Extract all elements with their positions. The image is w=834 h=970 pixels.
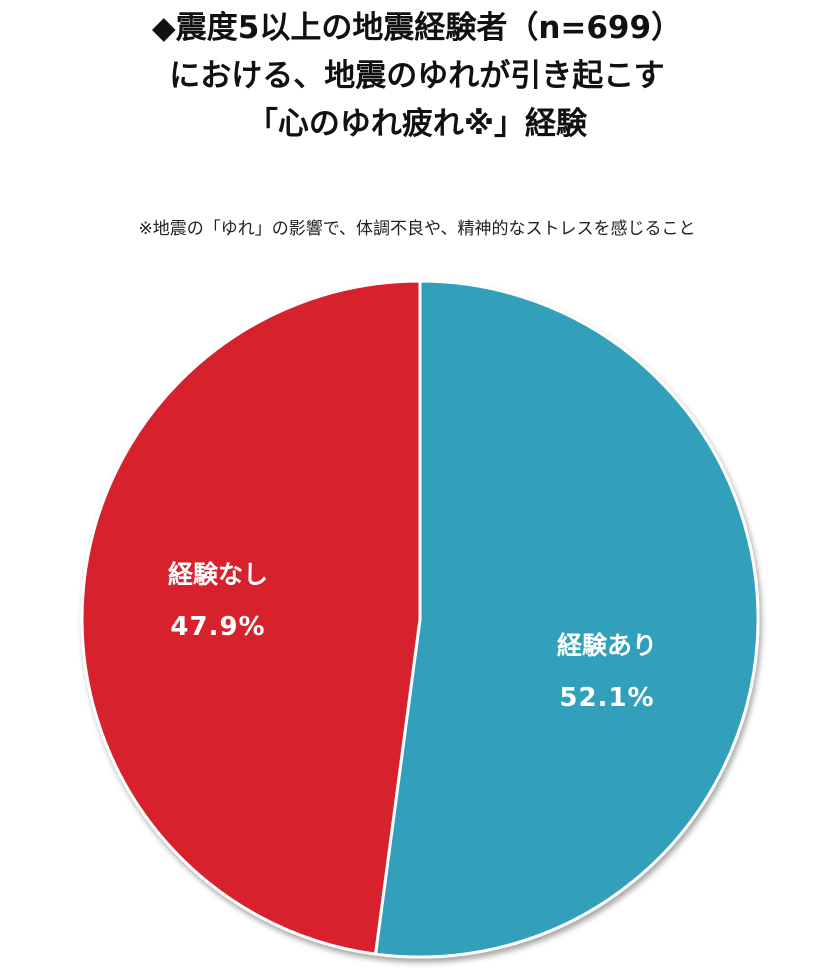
- pie-slice-experienced: [374, 279, 760, 959]
- title-line-1: ◆震度5以上の地震経験者（n=699）: [151, 10, 683, 46]
- title-line-3: 「心のゆれ疲れ※」経験: [246, 106, 588, 142]
- pie-slice-not-experienced: [80, 279, 422, 956]
- footnote: ※地震の「ゆれ」の影響で、体調不良や、精神的なストレスを感じること: [138, 219, 696, 239]
- label-experienced-pct: 52.1%: [559, 683, 655, 713]
- title-line-2: における、地震のゆれが引き起こす: [169, 58, 665, 94]
- label-experienced: 経験あり 52.1%: [507, 631, 707, 713]
- label-not-experienced-pct: 47.9%: [170, 612, 266, 642]
- chart-title: ◆震度5以上の地震経験者（n=699） における、地震のゆれが引き起こす 「心の…: [0, 4, 834, 148]
- label-not-experienced-name: 経験なし: [167, 560, 268, 589]
- label-not-experienced: 経験なし 47.9%: [118, 560, 318, 642]
- label-experienced-name: 経験あり: [556, 631, 657, 660]
